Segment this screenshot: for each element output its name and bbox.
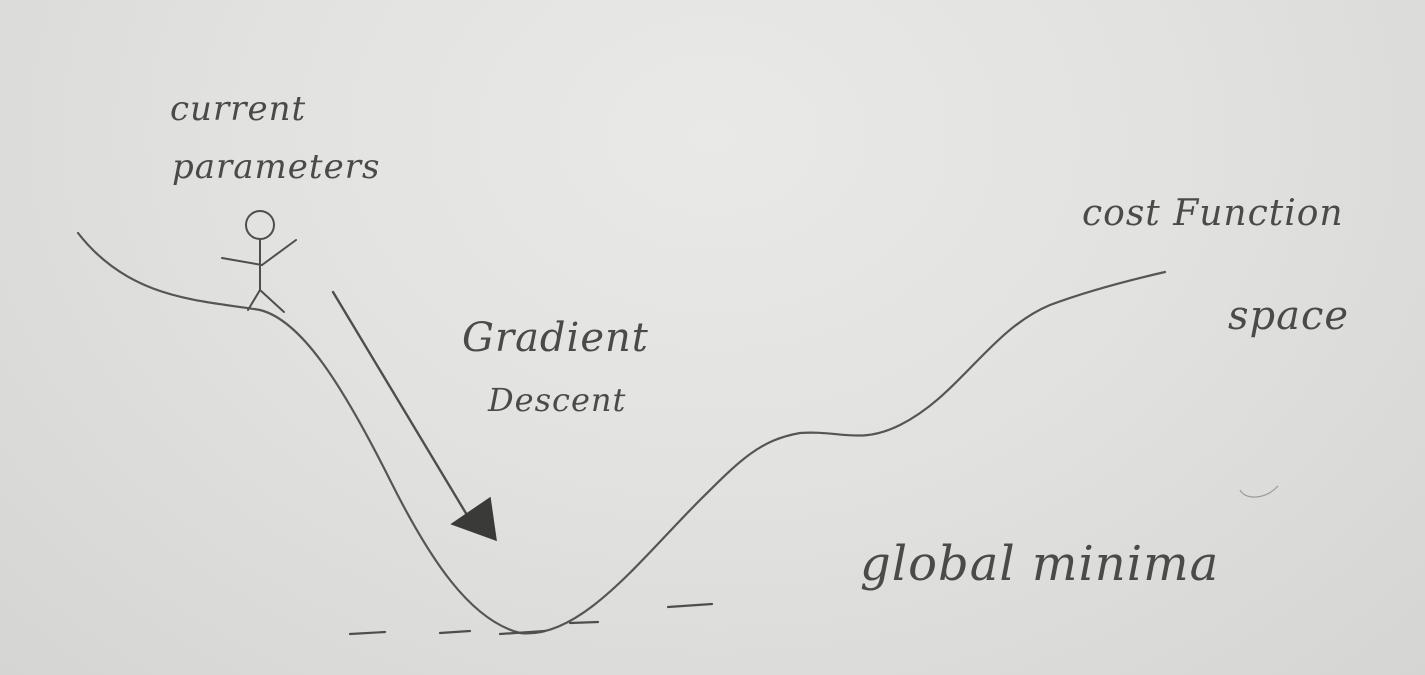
stick-figure-icon bbox=[221, 210, 297, 313]
gradient-label: Gradient bbox=[462, 315, 649, 361]
space-label: space bbox=[1228, 293, 1350, 339]
current-label: current bbox=[170, 89, 307, 129]
pencil-smudge bbox=[1239, 485, 1279, 498]
descent-label: Descent bbox=[488, 381, 627, 419]
cost-function-label: cost Function bbox=[1082, 193, 1344, 234]
global-minima-label: global minima bbox=[860, 536, 1220, 592]
parameters-label: parameters bbox=[172, 147, 381, 187]
descent-arrow bbox=[331, 290, 497, 542]
cost-curve bbox=[76, 231, 1167, 635]
minimum-dashes bbox=[348, 602, 714, 636]
